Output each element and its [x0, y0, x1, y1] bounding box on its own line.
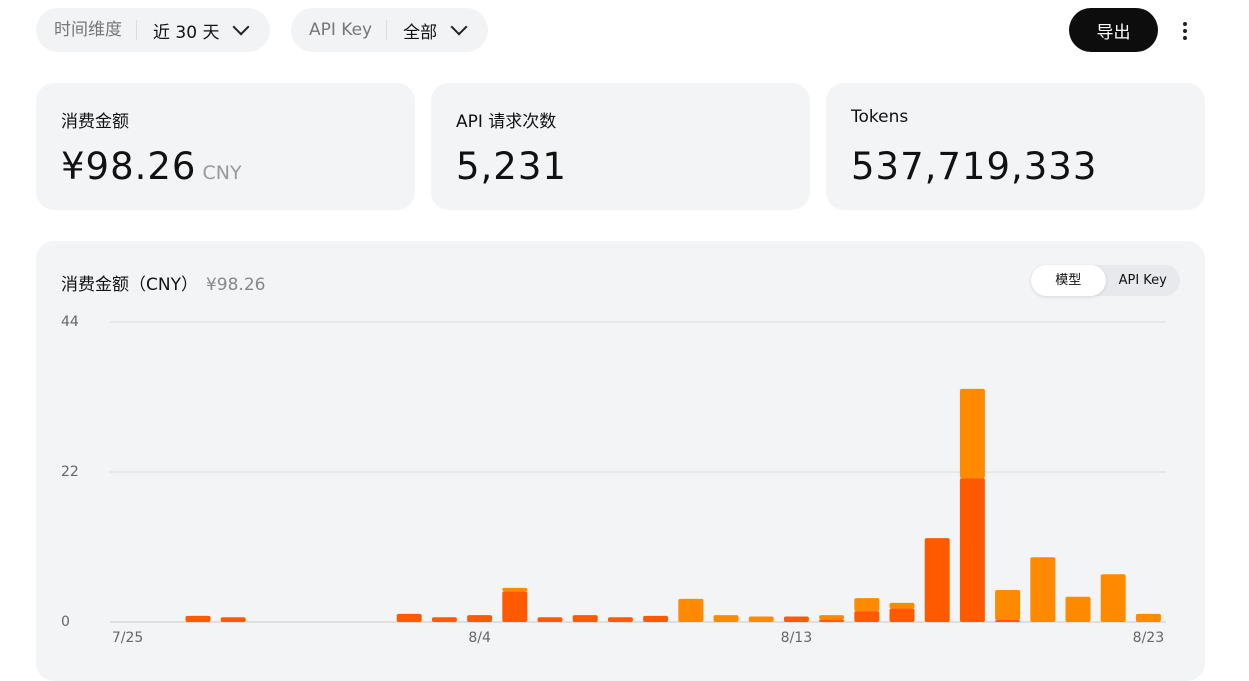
- toggle-option[interactable]: API Key: [1118, 273, 1167, 288]
- bar-segment: [959, 388, 985, 479]
- bar-segment: [748, 616, 774, 622]
- stat-card: Tokens 537,719,333: [826, 83, 1205, 210]
- unit: CNY: [202, 162, 242, 184]
- chart: 0 22 44 7/25 8/4 8/13 8/23: [61, 314, 1166, 646]
- bar-segment: [1135, 613, 1161, 622]
- stat-label: API 请求次数: [456, 112, 557, 132]
- stat-value: 537,719,333: [851, 145, 1098, 188]
- toggle-option[interactable]: 模型: [1031, 265, 1106, 296]
- bar-segment: [1030, 557, 1056, 622]
- x-tick-label: 7/25: [112, 630, 143, 646]
- x-tick-label: 8/23: [1133, 630, 1164, 646]
- y-tick-label: 44: [61, 314, 79, 330]
- bar-segment: [431, 617, 457, 622]
- bar-segment: [502, 591, 528, 622]
- bar-segment: [889, 608, 915, 622]
- y-tick-label: 22: [61, 464, 79, 480]
- label: API Key: [291, 20, 388, 40]
- more-menu[interactable]: [1183, 22, 1187, 43]
- bar-segment: [924, 538, 950, 622]
- export-button[interactable]: 导出: [1069, 8, 1158, 52]
- toggle: 模型 API Key: [1031, 265, 1180, 296]
- bar-segment: [1065, 596, 1091, 622]
- value: 全部: [403, 22, 438, 43]
- bar-segment: [220, 617, 246, 622]
- bar-segment: [995, 589, 1021, 620]
- bar-segment: [467, 615, 493, 622]
- bar-segment: [678, 598, 704, 622]
- title: 消费金额（CNY）: [61, 275, 198, 295]
- bar-segment: [396, 613, 422, 622]
- label: 时间维度: [36, 20, 137, 40]
- bar-segment: [819, 619, 845, 622]
- bar-segment: [1100, 574, 1126, 622]
- stat-label: 消费金额: [61, 112, 129, 132]
- chart-title: 消费金额（CNY） ¥98.26: [61, 270, 265, 295]
- stat-card: API 请求次数 5,231: [431, 83, 810, 210]
- bar-segment: [537, 617, 563, 622]
- stat-value: 5,231: [456, 145, 567, 188]
- bar-segment: [959, 478, 985, 622]
- bar-segment: [995, 619, 1021, 622]
- stat-label: Tokens: [851, 107, 909, 127]
- bar-segment: [854, 611, 880, 622]
- bar-segment: [783, 616, 809, 622]
- stat-value: ¥98.26 CNY: [61, 145, 242, 188]
- bar-segment: [854, 598, 880, 612]
- time-filter[interactable]: 时间维度近 30 天: [36, 8, 270, 52]
- bar-segment: [643, 615, 669, 622]
- y-tick-label: 0: [61, 614, 70, 630]
- bar-segment: [502, 587, 528, 592]
- amount: ¥98.26: [61, 145, 197, 188]
- bar-segment: [607, 617, 633, 622]
- bar-segment: [819, 615, 845, 620]
- page: 时间维度近 30 天 API Key 全部 导出 消费金额 ¥98.26 CNY AP…: [36, 8, 1205, 681]
- bar-segment: [889, 602, 915, 609]
- stat-card: 消费金额 ¥98.26 CNY: [36, 83, 415, 210]
- key-filter[interactable]: API Key 全部: [291, 8, 488, 52]
- subtitle: ¥98.26: [205, 275, 266, 295]
- value: 近 30 天: [153, 22, 220, 43]
- x-tick-label: 8/13: [781, 630, 812, 646]
- bar-segment: [185, 615, 211, 622]
- x-tick-label: 8/4: [468, 630, 491, 646]
- bar-segment: [572, 615, 598, 622]
- bar-segment: [713, 615, 739, 622]
